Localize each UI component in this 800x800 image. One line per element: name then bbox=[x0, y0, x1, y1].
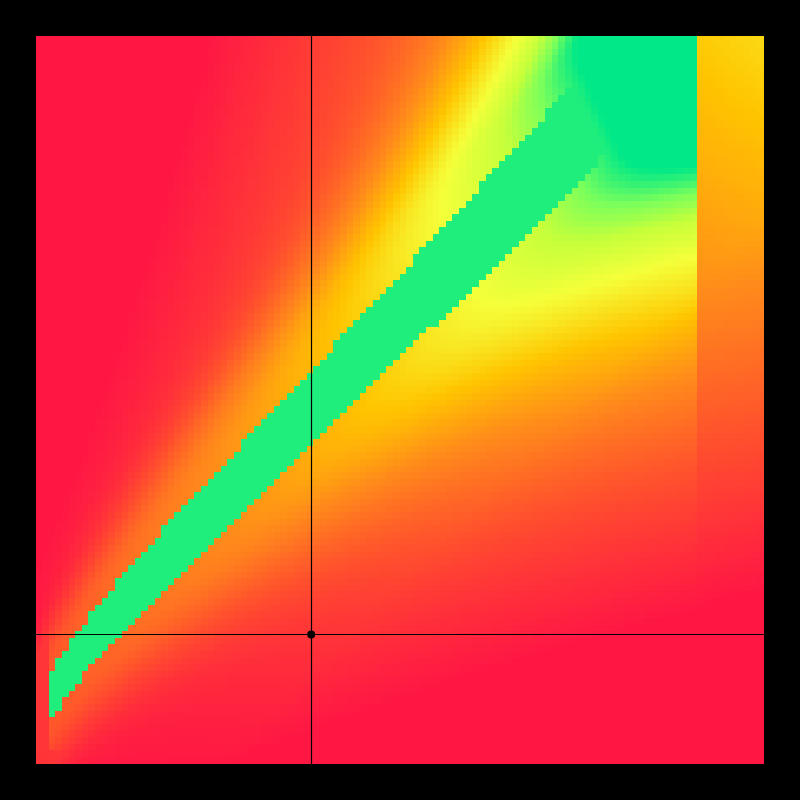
chart-container: TheBottleneck.com bbox=[0, 0, 800, 800]
heatmap-canvas bbox=[0, 0, 800, 800]
